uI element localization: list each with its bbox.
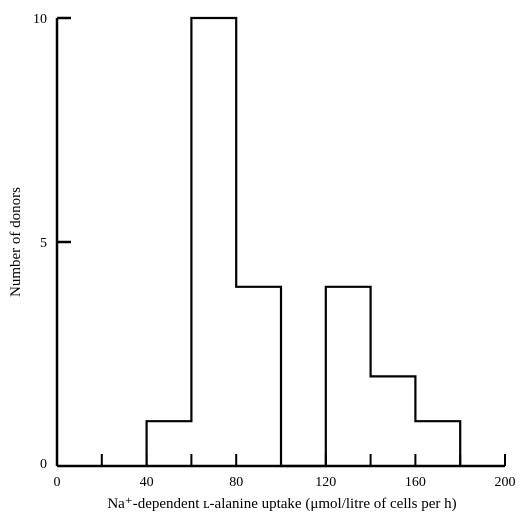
histogram-outline: [145, 16, 462, 468]
x-tick-label-120: 120: [315, 475, 336, 490]
tick-labels: 0 40 80 120 160 200 0 5 10: [33, 12, 516, 490]
bar-140-160: [371, 376, 416, 466]
x-tick-label-200: 200: [495, 475, 516, 490]
bar-160-180: [415, 421, 460, 466]
y-tick-label-0: 0: [40, 457, 47, 472]
x-axis-label: Na⁺-dependent ʟ-alanine uptake (μmol/lit…: [107, 496, 456, 512]
histogram-bins: [147, 18, 461, 466]
bar-60-80: [191, 18, 236, 466]
x-tick-label-160: 160: [405, 475, 426, 490]
y-tick-label-5: 5: [40, 236, 47, 251]
y-tick-label-10: 10: [33, 12, 47, 27]
x-tick-label-0: 0: [54, 475, 61, 490]
x-tick-label-80: 80: [229, 475, 243, 490]
y-axis-label: Number of donors: [8, 187, 24, 297]
x-tick-label-40: 40: [140, 475, 154, 490]
bar-120-140: [326, 287, 371, 466]
bar-40-60: [147, 421, 192, 466]
bar-80-100: [236, 287, 281, 466]
